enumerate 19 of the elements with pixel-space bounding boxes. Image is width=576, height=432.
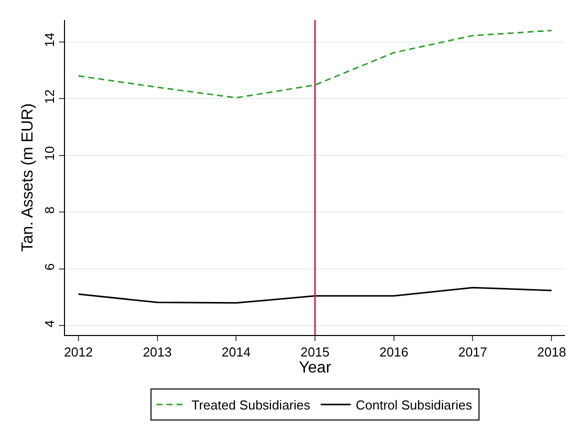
y-tick-label: 6 — [42, 263, 57, 271]
x-tick-label: 2013 — [142, 344, 172, 360]
y-tick-label: 12 — [42, 89, 57, 104]
x-tick-label: 2018 — [537, 344, 566, 360]
x-axis-title: Year — [298, 360, 332, 377]
y-tick-label: 10 — [42, 146, 57, 161]
y-axis-title: Tan. Assets (m EUR) — [20, 103, 37, 252]
x-tick-label: 2014 — [222, 344, 251, 360]
line-series — [78, 286, 552, 304]
y-tick-label: 8 — [42, 206, 57, 214]
y-tick-label: 14 — [42, 32, 57, 48]
x-tick-label: 2017 — [458, 344, 488, 360]
legend-label: Treated Subsidiaries — [192, 398, 311, 413]
x-tick-label: 2012 — [64, 344, 93, 360]
legend-label: Control Subsidiaries — [356, 398, 473, 413]
line-series — [78, 30, 552, 99]
x-tick-label: 2015 — [300, 344, 330, 360]
x-tick-label: 2016 — [379, 344, 408, 360]
y-tick-label: 4 — [42, 320, 57, 328]
